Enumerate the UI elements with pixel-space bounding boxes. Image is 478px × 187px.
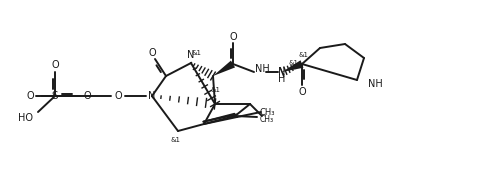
Text: &1: &1 bbox=[171, 137, 181, 143]
Text: S: S bbox=[52, 91, 58, 101]
Text: HO: HO bbox=[19, 113, 33, 123]
Text: N: N bbox=[148, 91, 156, 101]
Text: N: N bbox=[278, 67, 286, 77]
Text: NH: NH bbox=[255, 64, 270, 74]
Text: N: N bbox=[187, 50, 195, 60]
Polygon shape bbox=[213, 61, 235, 76]
Text: O: O bbox=[114, 91, 122, 101]
Text: CH₃: CH₃ bbox=[259, 108, 275, 117]
Text: NH: NH bbox=[368, 79, 383, 89]
Text: CH₃: CH₃ bbox=[260, 114, 274, 123]
Text: &1: &1 bbox=[289, 60, 299, 66]
Text: O: O bbox=[148, 48, 156, 58]
Text: O: O bbox=[298, 87, 306, 97]
Text: O: O bbox=[26, 91, 34, 101]
Text: O: O bbox=[51, 60, 59, 70]
Text: &1: &1 bbox=[299, 52, 309, 58]
Text: &1: &1 bbox=[211, 87, 221, 93]
Text: O: O bbox=[229, 32, 237, 42]
Text: &1: &1 bbox=[192, 50, 202, 56]
Text: H: H bbox=[278, 74, 286, 84]
Text: O: O bbox=[83, 91, 91, 101]
Polygon shape bbox=[282, 60, 304, 72]
